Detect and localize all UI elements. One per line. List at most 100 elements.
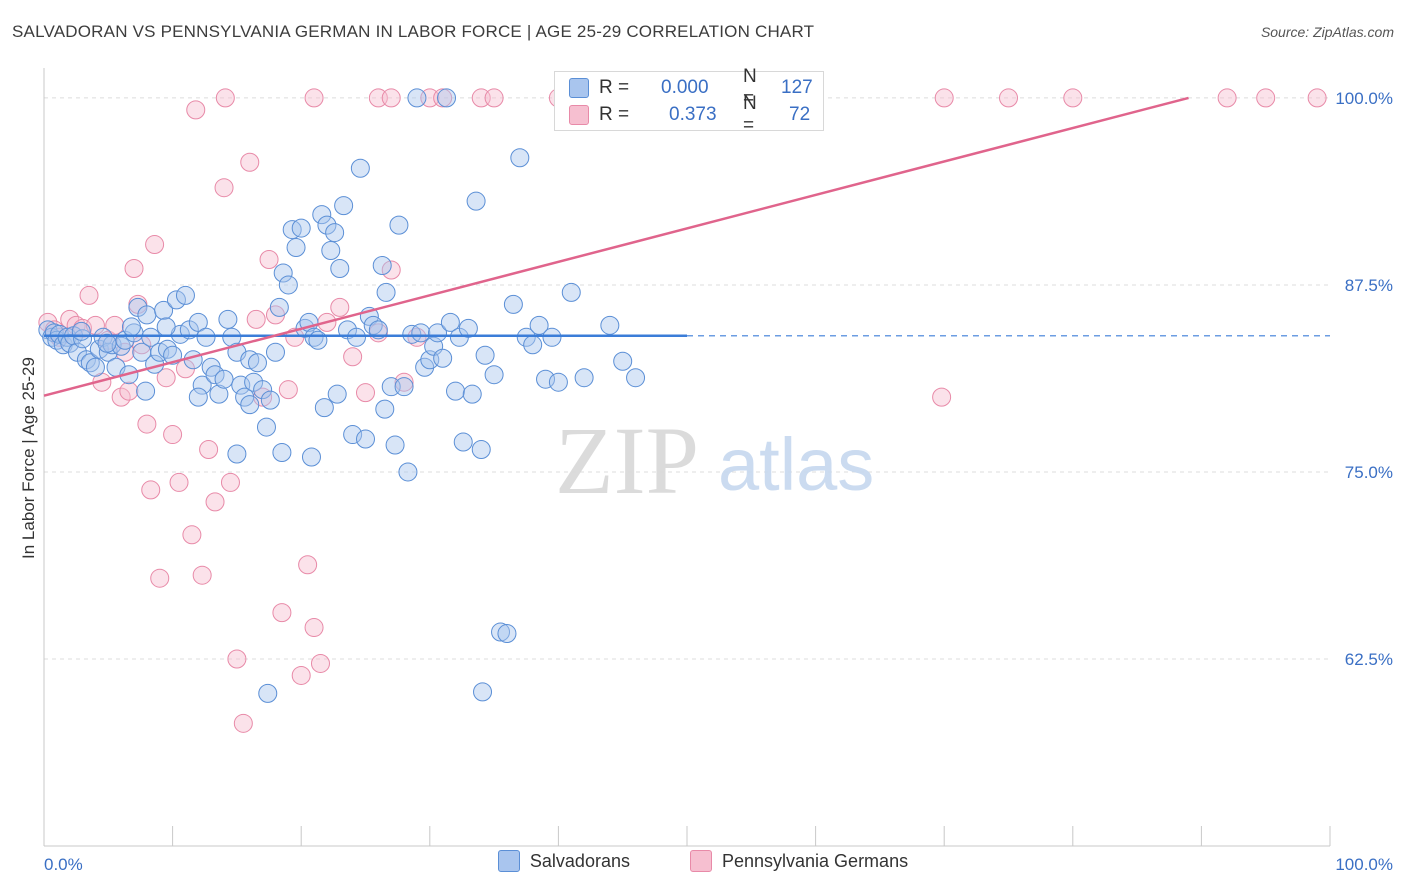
data-point-salvadoran	[166, 290, 186, 310]
data-point-salvadoran	[218, 309, 238, 329]
data-point-salvadoran	[346, 327, 366, 347]
data-point-pennsylvania-german	[240, 152, 260, 172]
data-point-salvadoran	[231, 375, 251, 395]
data-point-salvadoran	[188, 312, 208, 332]
data-point-salvadoran	[240, 395, 260, 415]
data-point-salvadoran	[227, 444, 247, 464]
data-point-salvadoran	[205, 365, 225, 385]
r-label: R =	[599, 77, 630, 98]
data-point-pennsylvania-german	[215, 88, 235, 108]
data-point-salvadoran	[325, 223, 345, 243]
data-point-salvadoran	[440, 312, 460, 332]
data-point-salvadoran	[150, 342, 170, 362]
stats-swatch-blue	[569, 78, 589, 98]
data-point-salvadoran	[529, 315, 549, 335]
data-point-salvadoran	[157, 339, 177, 359]
data-point-salvadoran	[121, 317, 141, 337]
data-point-pennsylvania-german	[205, 492, 225, 512]
legend-swatch-blue	[497, 850, 520, 872]
axes	[43, 68, 1331, 847]
data-point-salvadoran	[141, 327, 161, 347]
data-point-pennsylvania-german	[932, 387, 952, 407]
r-label: R =	[599, 104, 630, 125]
data-point-pennsylvania-german	[220, 472, 240, 492]
data-point-pennsylvania-german	[124, 258, 144, 278]
data-point-salvadoran	[394, 377, 414, 397]
n-value: 127	[781, 77, 813, 98]
data-point-pennsylvania-german	[1217, 88, 1237, 108]
y-tick-label: 100.0%	[1335, 89, 1393, 108]
data-point-pennsylvania-german	[1307, 88, 1327, 108]
data-point-pennsylvania-german	[304, 618, 324, 638]
legend-item-salvadorans: Salvadorans	[497, 850, 630, 872]
stats-row-salvadorans: R = 0.000 N = 127	[569, 66, 813, 109]
data-point-salvadoran	[330, 258, 350, 278]
data-point-pennsylvania-german	[227, 649, 247, 669]
data-point-salvadoran	[272, 443, 292, 463]
data-point-salvadoran	[334, 196, 354, 216]
data-point-salvadoran	[613, 351, 633, 371]
data-point-salvadoran	[491, 622, 511, 642]
trend-lines	[43, 96, 1330, 397]
series-salvadorans	[38, 88, 646, 703]
data-point-pennsylvania-german	[1063, 88, 1083, 108]
data-point-salvadoran	[278, 275, 298, 295]
data-point-pennsylvania-german	[85, 315, 105, 335]
data-point-salvadoran	[372, 255, 392, 275]
data-point-salvadoran	[510, 148, 530, 168]
data-point-salvadoran	[561, 282, 581, 302]
legend-label: Salvadorans	[529, 850, 630, 871]
data-point-salvadoran	[446, 381, 466, 401]
data-point-salvadoran	[542, 327, 562, 347]
data-point-salvadoran	[269, 297, 289, 317]
data-point-salvadoran	[247, 353, 267, 373]
data-point-pennsylvania-german	[119, 381, 139, 401]
data-point-pennsylvania-german	[150, 568, 170, 588]
data-point-pennsylvania-german	[291, 665, 311, 685]
data-point-pennsylvania-german	[233, 713, 253, 733]
data-point-pennsylvania-german	[186, 100, 206, 120]
data-point-salvadoran	[548, 372, 568, 392]
data-point-pennsylvania-german	[141, 480, 161, 500]
data-point-salvadoran	[600, 315, 620, 335]
data-point-pennsylvania-german	[278, 380, 298, 400]
data-point-pennsylvania-german	[105, 315, 125, 335]
data-point-salvadoran	[308, 330, 328, 350]
data-point-salvadoran	[317, 215, 337, 235]
data-point-pennsylvania-german	[1256, 88, 1276, 108]
data-point-salvadoran	[273, 263, 293, 283]
data-point-salvadoran	[437, 88, 457, 108]
data-point-pennsylvania-german	[356, 383, 375, 403]
data-point-pennsylvania-german	[145, 235, 165, 255]
data-point-salvadoran	[156, 317, 176, 337]
tick-labels: 100.0% 87.5% 75.0% 62.5% 0.0% 100.0%	[44, 89, 1393, 874]
data-point-salvadoran	[240, 350, 260, 370]
data-point-salvadoran	[475, 345, 495, 365]
data-point-salvadoran	[304, 327, 324, 347]
data-point-pennsylvania-german	[199, 440, 219, 460]
x-tick-label: 100.0%	[1335, 855, 1393, 874]
data-point-pennsylvania-german	[310, 653, 330, 673]
data-point-salvadoran	[265, 342, 285, 362]
data-point-pennsylvania-german	[246, 309, 266, 329]
data-point-pennsylvania-german	[272, 603, 292, 623]
data-point-salvadoran	[462, 384, 482, 404]
y-axis-label: In Labor Force | Age 25-29	[19, 357, 38, 559]
data-point-salvadoran	[286, 238, 306, 258]
data-point-pennsylvania-german	[38, 312, 58, 332]
data-point-pennsylvania-german	[934, 88, 954, 108]
data-point-pennsylvania-german	[192, 565, 212, 585]
data-point-salvadoran	[137, 305, 157, 325]
data-point-salvadoran	[71, 321, 91, 341]
data-point-pennsylvania-german	[156, 368, 176, 388]
data-point-salvadoran	[314, 398, 334, 418]
n-label: N =	[743, 66, 757, 109]
data-point-pennsylvania-german	[259, 250, 279, 270]
legend: Salvadorans Pennsylvania Germans	[0, 850, 1406, 872]
data-point-salvadoran	[356, 429, 375, 449]
data-point-salvadoran	[375, 399, 395, 419]
data-point-salvadoran	[368, 320, 388, 340]
data-point-pennsylvania-german	[484, 88, 504, 108]
data-point-pennsylvania-german	[330, 297, 350, 317]
chart-title: SALVADORAN VS PENNSYLVANIA GERMAN IN LAB…	[12, 22, 815, 41]
